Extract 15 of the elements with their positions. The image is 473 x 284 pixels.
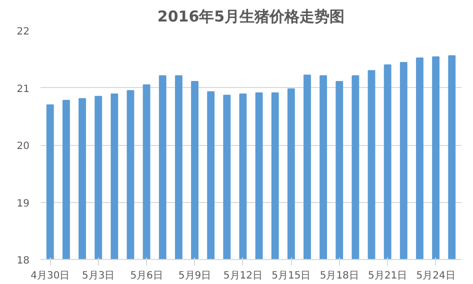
x-tick-label: 5月18日 <box>320 270 359 282</box>
chart-title: 2016年5月生猪价格走势图 <box>157 8 345 26</box>
y-tick-label: 22 <box>16 26 30 38</box>
x-tick-label: 5月9日 <box>178 270 212 282</box>
x-tick-label: 5月21日 <box>368 270 408 282</box>
x-tick-label: 5月12日 <box>223 270 263 282</box>
y-tick-label: 19 <box>16 198 30 210</box>
y-tick-label: 21 <box>16 84 30 95</box>
x-tick-label: 5月15日 <box>272 270 311 282</box>
x-tick-label: 5月3日 <box>82 270 115 282</box>
x-tick-label: 5月6日 <box>130 270 163 282</box>
y-tick-label: 18 <box>16 256 30 266</box>
y-tick-label: 20 <box>16 141 30 152</box>
x-tick-label: 5月24日 <box>416 270 456 282</box>
x-tick-label: 4月30日 <box>30 270 70 282</box>
